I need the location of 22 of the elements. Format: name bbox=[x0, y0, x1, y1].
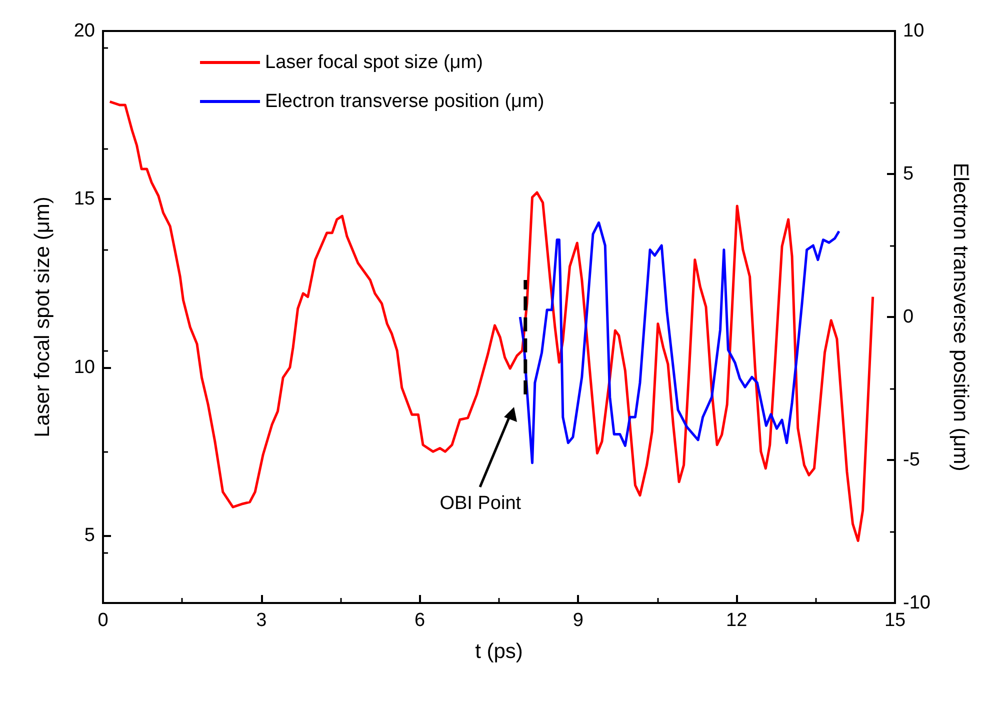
y-tick-label: 15 bbox=[74, 188, 95, 210]
y2-tick-label: 0 bbox=[903, 306, 914, 328]
line-series bbox=[518, 221, 840, 464]
x-tick-label: 0 bbox=[98, 610, 108, 631]
y-tick-label: 5 bbox=[84, 525, 95, 546]
x-tick-label: 6 bbox=[414, 610, 426, 631]
y2-axis-title: Electron transverse position (μm) bbox=[949, 162, 972, 472]
x-tick-label: 12 bbox=[726, 610, 748, 631]
annotation: OBI Point bbox=[438, 493, 522, 516]
y-tick-label: 10 bbox=[74, 356, 95, 378]
x-axis-title: t (ps) bbox=[475, 640, 523, 663]
y-axis-title: Laser focal spot size (μm) bbox=[31, 196, 54, 438]
x-tick-label: 3 bbox=[256, 610, 267, 631]
x-tick-label: 15 bbox=[884, 610, 906, 631]
legend-label: Laser focal spot size (μm) bbox=[265, 52, 483, 73]
legend-label: Electron transverse position (μm) bbox=[265, 91, 544, 112]
y2-tick-label: 5 bbox=[903, 164, 914, 184]
x-tick-label: 9 bbox=[572, 610, 584, 631]
y2-tick-label: -5 bbox=[903, 450, 920, 470]
y2-tick-label: -10 bbox=[903, 592, 930, 614]
y-tick-label: 20 bbox=[74, 20, 95, 42]
y2-tick-label: 10 bbox=[903, 20, 924, 42]
